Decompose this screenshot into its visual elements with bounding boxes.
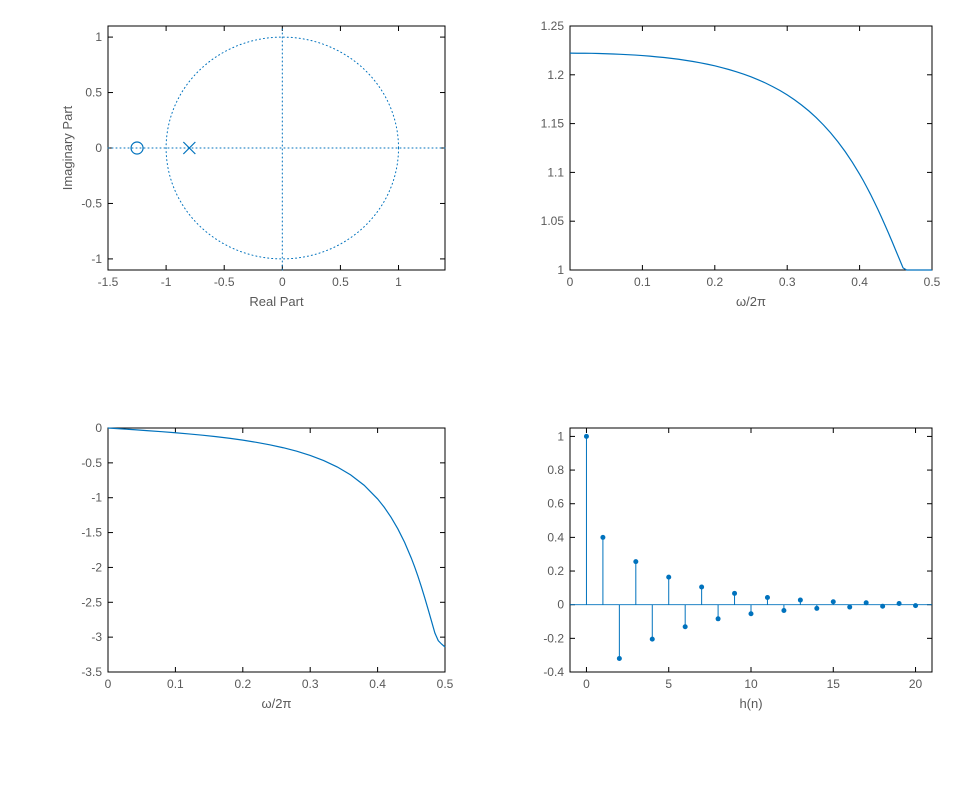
svg-text:0.2: 0.2 (706, 275, 723, 289)
svg-text:0.2: 0.2 (547, 564, 564, 578)
svg-text:1: 1 (395, 275, 402, 289)
svg-text:0.4: 0.4 (369, 677, 386, 691)
svg-text:-2: -2 (91, 560, 102, 574)
svg-text:1.25: 1.25 (541, 19, 565, 33)
svg-text:-0.5: -0.5 (81, 456, 102, 470)
svg-text:1.2: 1.2 (547, 68, 564, 82)
svg-text:-1: -1 (91, 252, 102, 266)
svg-text:0.3: 0.3 (779, 275, 796, 289)
svg-text:0.3: 0.3 (302, 677, 319, 691)
svg-text:0.6: 0.6 (547, 497, 564, 511)
svg-text:-1.5: -1.5 (98, 275, 119, 289)
svg-text:10: 10 (744, 677, 758, 691)
svg-text:1.15: 1.15 (541, 117, 565, 131)
svg-text:0.5: 0.5 (332, 275, 349, 289)
svg-text:0.1: 0.1 (167, 677, 184, 691)
svg-text:Real Part: Real Part (249, 294, 304, 309)
magnitude-line (570, 53, 932, 270)
impulse-plot: 0 5 10 15 20 -0.4 -0.2 0 0.2 0.4 0.6 0.8 1 h(n) (520, 420, 940, 720)
svg-text:-3: -3 (91, 630, 102, 644)
svg-text:-0.4: -0.4 (543, 665, 564, 679)
svg-text:0: 0 (105, 677, 112, 691)
svg-text:20: 20 (909, 677, 923, 691)
magnitude-plot: 0 0.1 0.2 0.3 0.4 0.5 1 1.05 1.1 1.15 1.2 1.25 ω/2π (520, 18, 940, 318)
svg-text:0.8: 0.8 (547, 463, 564, 477)
svg-text:Imaginary Part: Imaginary Part (60, 105, 75, 190)
svg-text:ω/2π: ω/2π (262, 696, 292, 711)
svg-text:-3.5: -3.5 (81, 665, 102, 679)
svg-text:h(n): h(n) (739, 696, 762, 711)
svg-text:0: 0 (567, 275, 574, 289)
svg-text:5: 5 (665, 677, 672, 691)
svg-text:0.5: 0.5 (85, 86, 102, 100)
svg-text:1: 1 (95, 30, 102, 44)
svg-text:0: 0 (279, 275, 286, 289)
svg-text:0: 0 (557, 598, 564, 612)
svg-text:0: 0 (583, 677, 590, 691)
phase-line (108, 428, 445, 647)
svg-text:0.1: 0.1 (634, 275, 651, 289)
svg-text:-0.5: -0.5 (214, 275, 235, 289)
svg-text:15: 15 (827, 677, 841, 691)
impulse-stems (584, 434, 918, 661)
svg-text:-1: -1 (91, 491, 102, 505)
svg-text:ω/2π: ω/2π (736, 294, 766, 309)
svg-text:-1: -1 (161, 275, 172, 289)
svg-text:-2.5: -2.5 (81, 595, 102, 609)
svg-text:1: 1 (557, 263, 564, 277)
svg-text:0: 0 (95, 421, 102, 435)
svg-text:0.4: 0.4 (547, 530, 564, 544)
svg-text:-0.5: -0.5 (81, 196, 102, 210)
phase-plot: 0 0.1 0.2 0.3 0.4 0.5 -3.5 -3 -2.5 -2 -1.5 -1 -0.5 0 ω… (58, 420, 453, 720)
svg-text:0.2: 0.2 (234, 677, 251, 691)
figure-grid: -1.5 -1 -0.5 0 0.5 1 -1 -0.5 0 0.5 1 Real Part Imagi… (0, 0, 969, 793)
svg-text:-0.2: -0.2 (543, 631, 564, 645)
svg-text:0.5: 0.5 (437, 677, 453, 691)
svg-text:1.1: 1.1 (547, 165, 564, 179)
pole-zero-plot: -1.5 -1 -0.5 0 0.5 1 -1 -0.5 0 0.5 1 Real Part Imagi… (58, 18, 453, 318)
svg-text:-1.5: -1.5 (81, 526, 102, 540)
svg-text:1.05: 1.05 (541, 214, 565, 228)
svg-text:0: 0 (95, 141, 102, 155)
svg-text:0.4: 0.4 (851, 275, 868, 289)
svg-text:1: 1 (557, 429, 564, 443)
svg-text:0.5: 0.5 (924, 275, 940, 289)
